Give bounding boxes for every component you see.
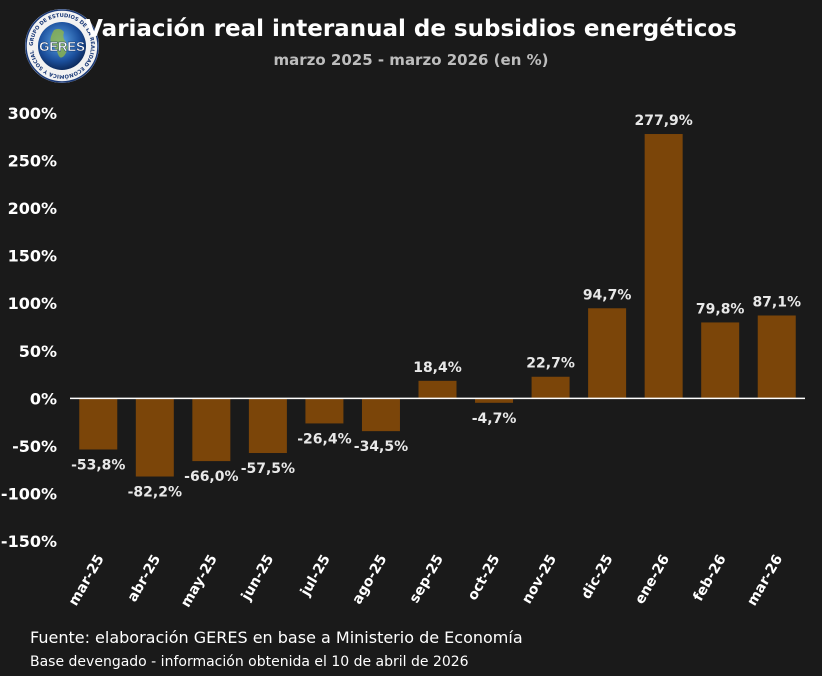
y-tick-label: 250% [8, 152, 57, 171]
x-tick-label: feb-26 [690, 552, 729, 604]
bar [418, 380, 457, 399]
chart-title: Variación real interanual de subsidios e… [85, 16, 737, 42]
value-label: -34,5% [354, 439, 408, 455]
bar [531, 376, 570, 399]
value-label: 18,4% [413, 360, 462, 376]
x-tick-label: nov-25 [519, 552, 560, 607]
x-tick-label: ene-26 [632, 552, 673, 607]
y-tick-label: 50% [19, 342, 57, 361]
bar [305, 398, 344, 424]
value-label: -53,8% [71, 458, 125, 474]
y-tick-label: 100% [8, 294, 57, 313]
value-label: -4,7% [472, 411, 517, 427]
value-label: 22,7% [526, 356, 575, 372]
chart-subtitle: marzo 2025 - marzo 2026 (en %) [273, 51, 549, 69]
x-tick-label: may-25 [178, 552, 221, 610]
bar [475, 398, 514, 403]
value-label: 79,8% [696, 301, 745, 317]
x-tick-label: ago-25 [349, 552, 390, 607]
bar [192, 398, 231, 462]
x-tick-label: dic-25 [579, 552, 617, 602]
y-axis-ticks: 300% 250% 200% 150% 100% 50% 0% -50% -100% -150% [1, 104, 57, 551]
y-tick-label: 0% [30, 389, 57, 408]
value-label: 277,9% [634, 113, 692, 129]
base-note: Base devengado - información obtenida el… [30, 654, 469, 670]
value-label: 87,1% [752, 294, 801, 310]
source-note: Fuente: elaboración GERES en base a Mini… [30, 628, 523, 647]
y-tick-label: -150% [1, 532, 57, 551]
value-label: -57,5% [241, 461, 295, 477]
bar [588, 308, 627, 399]
value-label: 94,7% [583, 287, 632, 303]
y-tick-label: -50% [12, 437, 57, 456]
value-label: -66,0% [184, 469, 238, 485]
value-labels: -53,8%-82,2%-66,0%-57,5%-26,4% -34,5% 18,4… [71, 113, 801, 500]
x-axis-labels: mar-25 abr-25 may-25 jun-25 jul-25 ago-25 sep-… [66, 552, 786, 610]
value-label: -82,2% [128, 485, 182, 501]
x-tick-label: mar-25 [66, 552, 108, 609]
bar [79, 398, 118, 450]
y-tick-label: -100% [1, 484, 57, 503]
bar [135, 398, 174, 477]
bars [79, 134, 796, 477]
bar [644, 134, 683, 399]
logo-text: GERES [39, 39, 85, 54]
bar [701, 322, 740, 399]
value-label: -26,4% [297, 431, 351, 447]
y-tick-label: 150% [8, 247, 57, 266]
x-tick-label: abr-25 [125, 552, 165, 605]
y-tick-label: 200% [8, 199, 57, 218]
x-tick-label: jun-25 [238, 552, 277, 604]
y-tick-label: 300% [8, 104, 57, 123]
x-tick-label: jul-25 [297, 552, 334, 600]
bar [757, 315, 796, 399]
geres-logo: GRUPO DE ESTUDIOS DE LA REALIDAD ECONÓMI… [25, 9, 99, 83]
x-tick-label: oct-25 [465, 552, 504, 603]
x-tick-label: mar-26 [744, 552, 786, 609]
bar [361, 398, 400, 432]
bar [248, 398, 287, 454]
x-tick-label: sep-25 [407, 552, 447, 606]
